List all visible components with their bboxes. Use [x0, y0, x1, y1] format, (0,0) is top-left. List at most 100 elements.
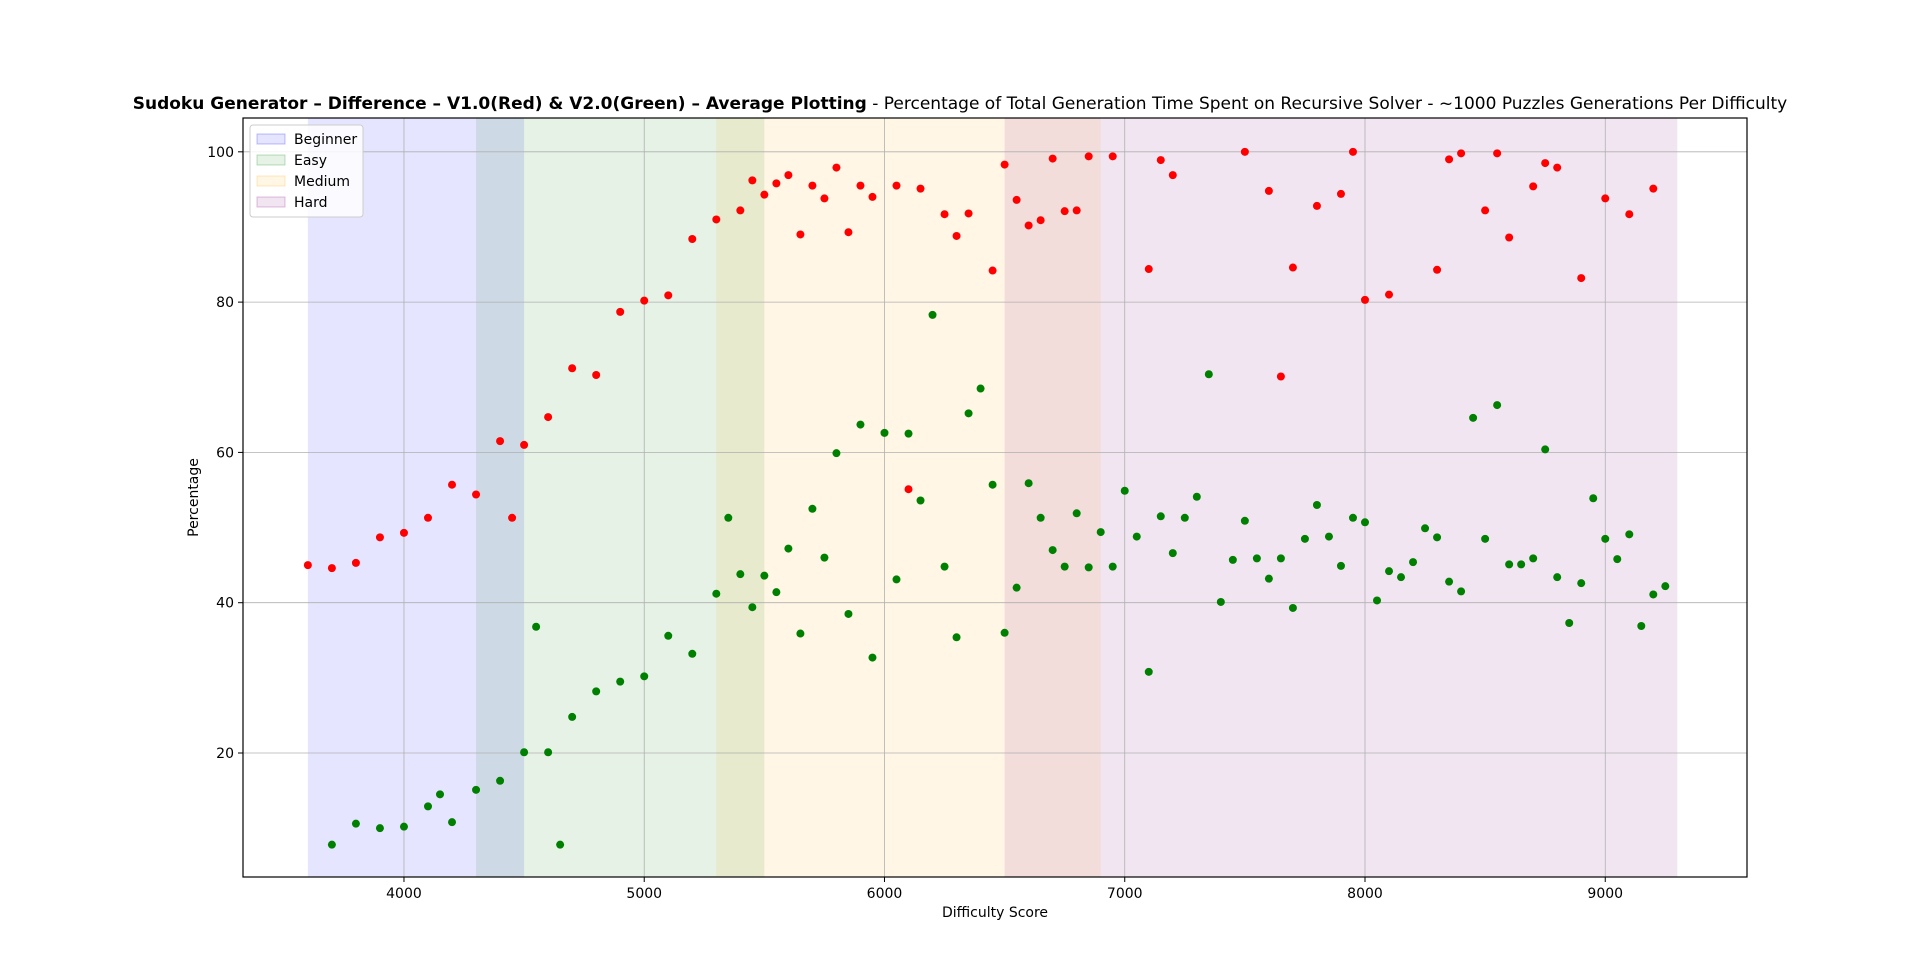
axis-ticks: 4000 5000 6000 7000 8000 9000 20 40 60 80 100 [207, 145, 1623, 902]
data-point-green [1204, 370, 1213, 379]
data-point-green [844, 609, 853, 618]
data-point-green [976, 384, 985, 393]
legend-swatch-easy [256, 154, 286, 166]
y-tick-label: 100 [207, 145, 234, 161]
data-point-green [712, 589, 721, 598]
data-point-green [1336, 561, 1345, 570]
data-point-red [472, 490, 481, 499]
data-point-green [1565, 618, 1574, 627]
data-point-red [904, 485, 913, 494]
data-point-green [1324, 532, 1333, 541]
data-point-green [1589, 494, 1598, 503]
data-point-green [1348, 513, 1357, 522]
data-point-green [1637, 622, 1646, 631]
data-point-green [916, 496, 925, 505]
data-point-green [760, 571, 769, 580]
data-point-green [772, 588, 781, 597]
legend: Beginner Easy Medium Hard [249, 124, 364, 218]
band-beginner [307, 118, 525, 877]
data-point-red [375, 533, 384, 542]
data-point-red [940, 210, 949, 219]
data-point-green [1649, 590, 1658, 599]
data-point-green [1625, 530, 1634, 539]
data-point-red [640, 296, 649, 305]
data-point-red [1156, 156, 1165, 165]
x-axis-label: Difficulty Score [942, 905, 1048, 921]
data-point-red [784, 171, 793, 180]
data-point-green [1276, 554, 1285, 563]
data-point-red [544, 413, 553, 422]
data-point-green [1180, 513, 1189, 522]
data-point-red [1276, 372, 1285, 381]
data-point-red [772, 179, 781, 188]
data-point-green [880, 428, 889, 437]
band-hard [1004, 118, 1678, 877]
data-point-red [748, 176, 757, 185]
x-tick-label: 8000 [1347, 886, 1383, 902]
data-point-green [1084, 563, 1093, 572]
data-point-green [1553, 573, 1562, 582]
data-point-red [1601, 194, 1610, 203]
y-tick-label: 20 [216, 746, 234, 762]
data-point-green [1036, 513, 1045, 522]
data-point-red [616, 307, 625, 316]
data-point-red [988, 266, 997, 275]
data-point-red [688, 234, 697, 243]
plot-frame [242, 117, 1748, 878]
data-point-green [1228, 555, 1237, 564]
data-point-green [1168, 549, 1177, 558]
data-point-green [1240, 516, 1249, 525]
legend-frame [249, 124, 364, 218]
data-point-green [423, 802, 432, 811]
data-point-red [423, 513, 432, 522]
data-point-red [1348, 147, 1357, 156]
data-point-red [1168, 171, 1177, 180]
data-point-green [351, 819, 360, 828]
data-point-green [399, 822, 408, 831]
data-point-red [303, 561, 312, 570]
x-tick-label: 4000 [386, 886, 422, 902]
data-point-green [964, 409, 973, 418]
data-point-green [1445, 577, 1454, 586]
data-point-red [1060, 207, 1069, 216]
data-point-red [1649, 184, 1658, 193]
data-point-red [1577, 274, 1586, 283]
data-point-green [1373, 596, 1382, 605]
data-point-green [1409, 558, 1418, 567]
x-tick-label: 6000 [867, 886, 903, 902]
data-point-green [784, 544, 793, 553]
data-point-red [1288, 263, 1297, 272]
data-point-green [1433, 533, 1442, 542]
data-point-red [1036, 216, 1045, 225]
chart-title: Sudoku Generator – Difference – V1.0(Red… [133, 94, 1788, 114]
data-point-red [820, 194, 829, 203]
data-point-red [592, 371, 601, 380]
data-point-green [1156, 512, 1165, 521]
data-point-red [1336, 189, 1345, 198]
data-point-green [1108, 562, 1117, 571]
data-point-red [712, 215, 721, 224]
data-point-red [664, 291, 673, 300]
data-point-red [1481, 206, 1490, 215]
data-point-green [1481, 534, 1490, 543]
data-point-green [1397, 573, 1406, 582]
data-point-green [664, 631, 673, 640]
data-point-green [1312, 501, 1321, 510]
data-point-green [1012, 583, 1021, 592]
x-tick-label: 9000 [1587, 886, 1623, 902]
data-point-red [856, 181, 865, 190]
x-tick-label: 5000 [626, 886, 662, 902]
data-point-green [1661, 582, 1670, 591]
data-point-green [1096, 528, 1105, 537]
data-point-green [1024, 479, 1033, 488]
data-point-green [1120, 486, 1129, 495]
y-axis-label: Percentage [186, 458, 202, 537]
data-point-red [1433, 265, 1442, 274]
data-point-red [1360, 295, 1369, 304]
data-point-green [1132, 532, 1141, 541]
data-point-green [1060, 562, 1069, 571]
chart-title-bold: Sudoku Generator – Difference – V1.0(Red… [133, 94, 867, 114]
data-point-red [520, 440, 529, 449]
data-point-green [1252, 554, 1261, 563]
data-point-green [1577, 579, 1586, 588]
